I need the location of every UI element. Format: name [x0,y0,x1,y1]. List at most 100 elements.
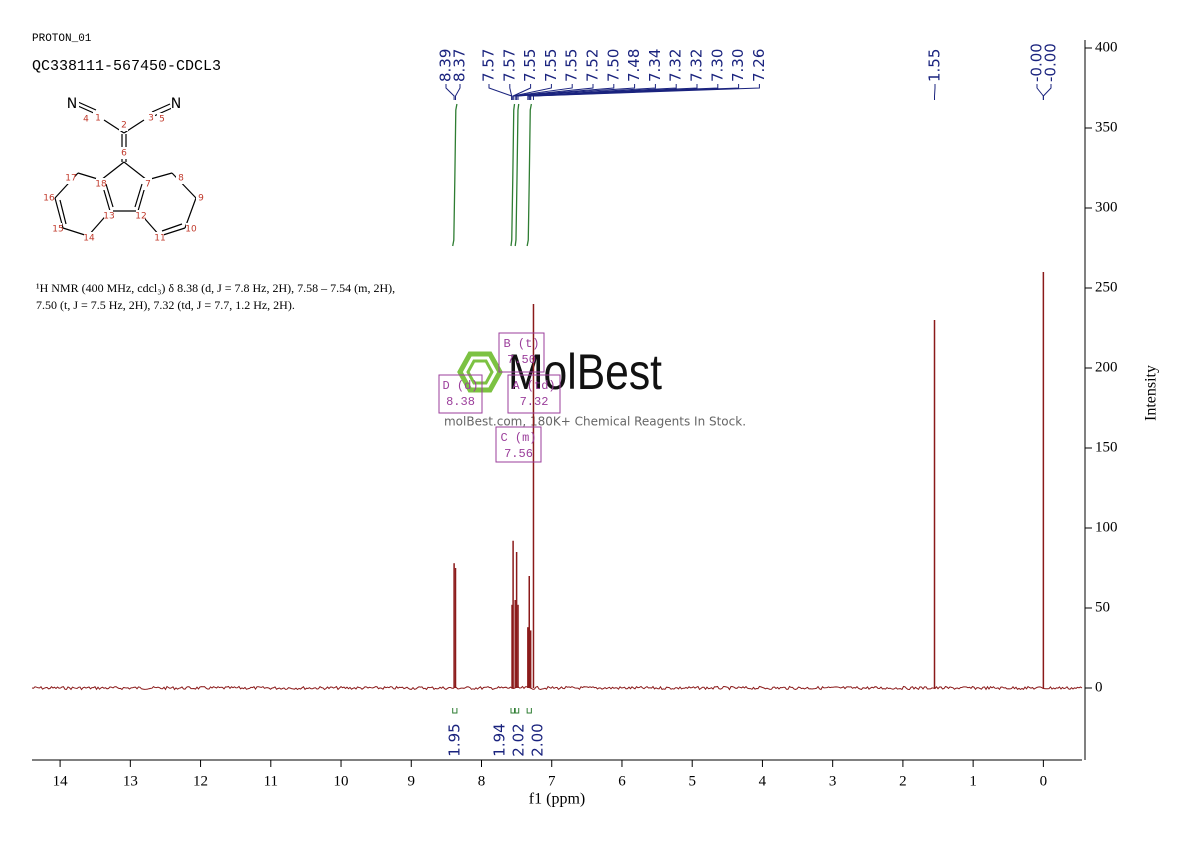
atom-label-bg [44,192,53,204]
peak-label: 7.55 [542,49,560,82]
peak-label: 7.55 [521,49,539,82]
peak-label-connector [512,84,573,100]
x-tick-label: 12 [193,773,208,789]
y-axis-label: Intensity [1143,365,1160,421]
x-tick-label: 3 [829,773,837,789]
atom-label: 3 [148,114,154,124]
multiplet-name: A (td) [512,379,555,393]
peak-label: 7.50 [604,49,622,82]
integral-bracket [514,708,520,714]
x-tick-label: 8 [478,773,486,789]
x-tick-label: 9 [408,773,416,789]
multiplet-box [507,374,561,414]
multiplet-box [495,426,542,463]
atom-label-bg [67,98,79,110]
integral-label: 1.94 [491,723,509,756]
watermark-logo [466,359,494,385]
integral-curve [514,103,520,247]
atom-label-bg [119,119,128,131]
x-axis-label: f1 (ppm) [529,791,585,808]
atom-label-bg [136,210,145,222]
peak-label: 7.55 [563,49,581,82]
x-tick-label: 4 [759,773,767,789]
y-tick-label: 50 [1095,599,1110,615]
atom-label-bg [96,178,105,190]
watermark: MolBest molBest.com, 180K+ Chemical Reag… [444,344,746,428]
atom-label: N [171,96,181,112]
watermark-note: molBest.com, 180K+ Chemical Reagents In … [444,415,746,429]
x-tick-label: 6 [618,773,626,789]
atom-label: 13 [103,212,114,222]
atom-label-bg [146,112,155,124]
y-tick-label: 150 [1095,439,1118,455]
peak-label-connector [517,84,636,100]
peak-label-connector [509,84,513,100]
peak-label: 7.52 [584,49,602,82]
x-tick-label: 11 [264,773,278,789]
x-tick-label: 13 [123,773,138,789]
multiplet-name: D (d) [442,379,478,393]
x-tick-label: 5 [688,773,696,789]
atom-label: 15 [52,225,63,235]
multiplet-box [498,332,545,373]
peak-label: 7.30 [729,49,747,82]
y-tick-label: 300 [1095,199,1118,215]
atom-label-bg [157,113,166,125]
x-tick-label: 0 [1040,773,1048,789]
x-tick-label: 10 [334,773,349,789]
atom-label: 18 [95,180,107,190]
atom-label: 14 [83,234,95,244]
peak-label: 7.57 [500,49,518,82]
y-tick-label: 200 [1095,359,1118,375]
peak-label: 7.30 [708,49,726,82]
atom-label: 17 [65,174,76,184]
integral-curve [510,103,516,247]
integral-label: 1.95 [446,723,464,756]
atom-label: 5 [159,115,165,125]
peak-label: 1.55 [926,49,944,82]
integral-label: 2.00 [529,723,547,756]
atom-label-bg [119,147,128,159]
atom-label: 4 [83,115,89,125]
peak-label-connector [514,84,594,100]
atom-label-bg [81,113,90,125]
atom-label-bg [171,98,183,110]
title: PROTON_01 [32,33,92,45]
peak-label: 7.57 [480,49,498,82]
peak-label: 8.37 [451,49,469,82]
atom-label-bg [155,232,164,244]
atom-label: 2 [121,121,127,131]
watermark-logo [457,351,503,393]
peak-label: 7.34 [646,49,664,82]
peak-label: 7.26 [750,49,768,82]
subtitle: QC338111-567450-CDCL3 [32,58,221,75]
peak-label-connector [532,84,760,100]
integral-bracket [510,708,516,714]
peak-label: -0.00 [1028,43,1046,82]
x-tick-label: 2 [899,773,907,789]
atom-label: 11 [154,234,165,244]
y-tick-label: 100 [1095,519,1118,535]
atom-label-bg [66,172,75,184]
peak-label: 7.48 [625,49,643,82]
peak-label: -0.00 [1042,43,1060,82]
peak-label-connector [527,84,656,100]
multiplet-shift: 7.32 [520,395,549,409]
multiplet-shift: 7.56 [504,447,533,461]
atom-label-bg [84,232,93,244]
atom-label: 9 [198,194,204,204]
atom-label: 16 [43,194,55,204]
peak-label-connector [1042,84,1052,100]
x-tick-label: 7 [548,773,556,789]
atom-label: 10 [185,225,197,235]
integral-curve [526,103,533,247]
y-tick-label: 350 [1095,119,1118,135]
atom-label-bg [93,112,102,124]
y-tick-label: 0 [1095,679,1103,695]
atom-label-bg [143,178,152,190]
multiplet-shift: 8.38 [446,395,475,409]
peak-label-connector [445,84,455,100]
peak-label-connector [455,84,461,100]
